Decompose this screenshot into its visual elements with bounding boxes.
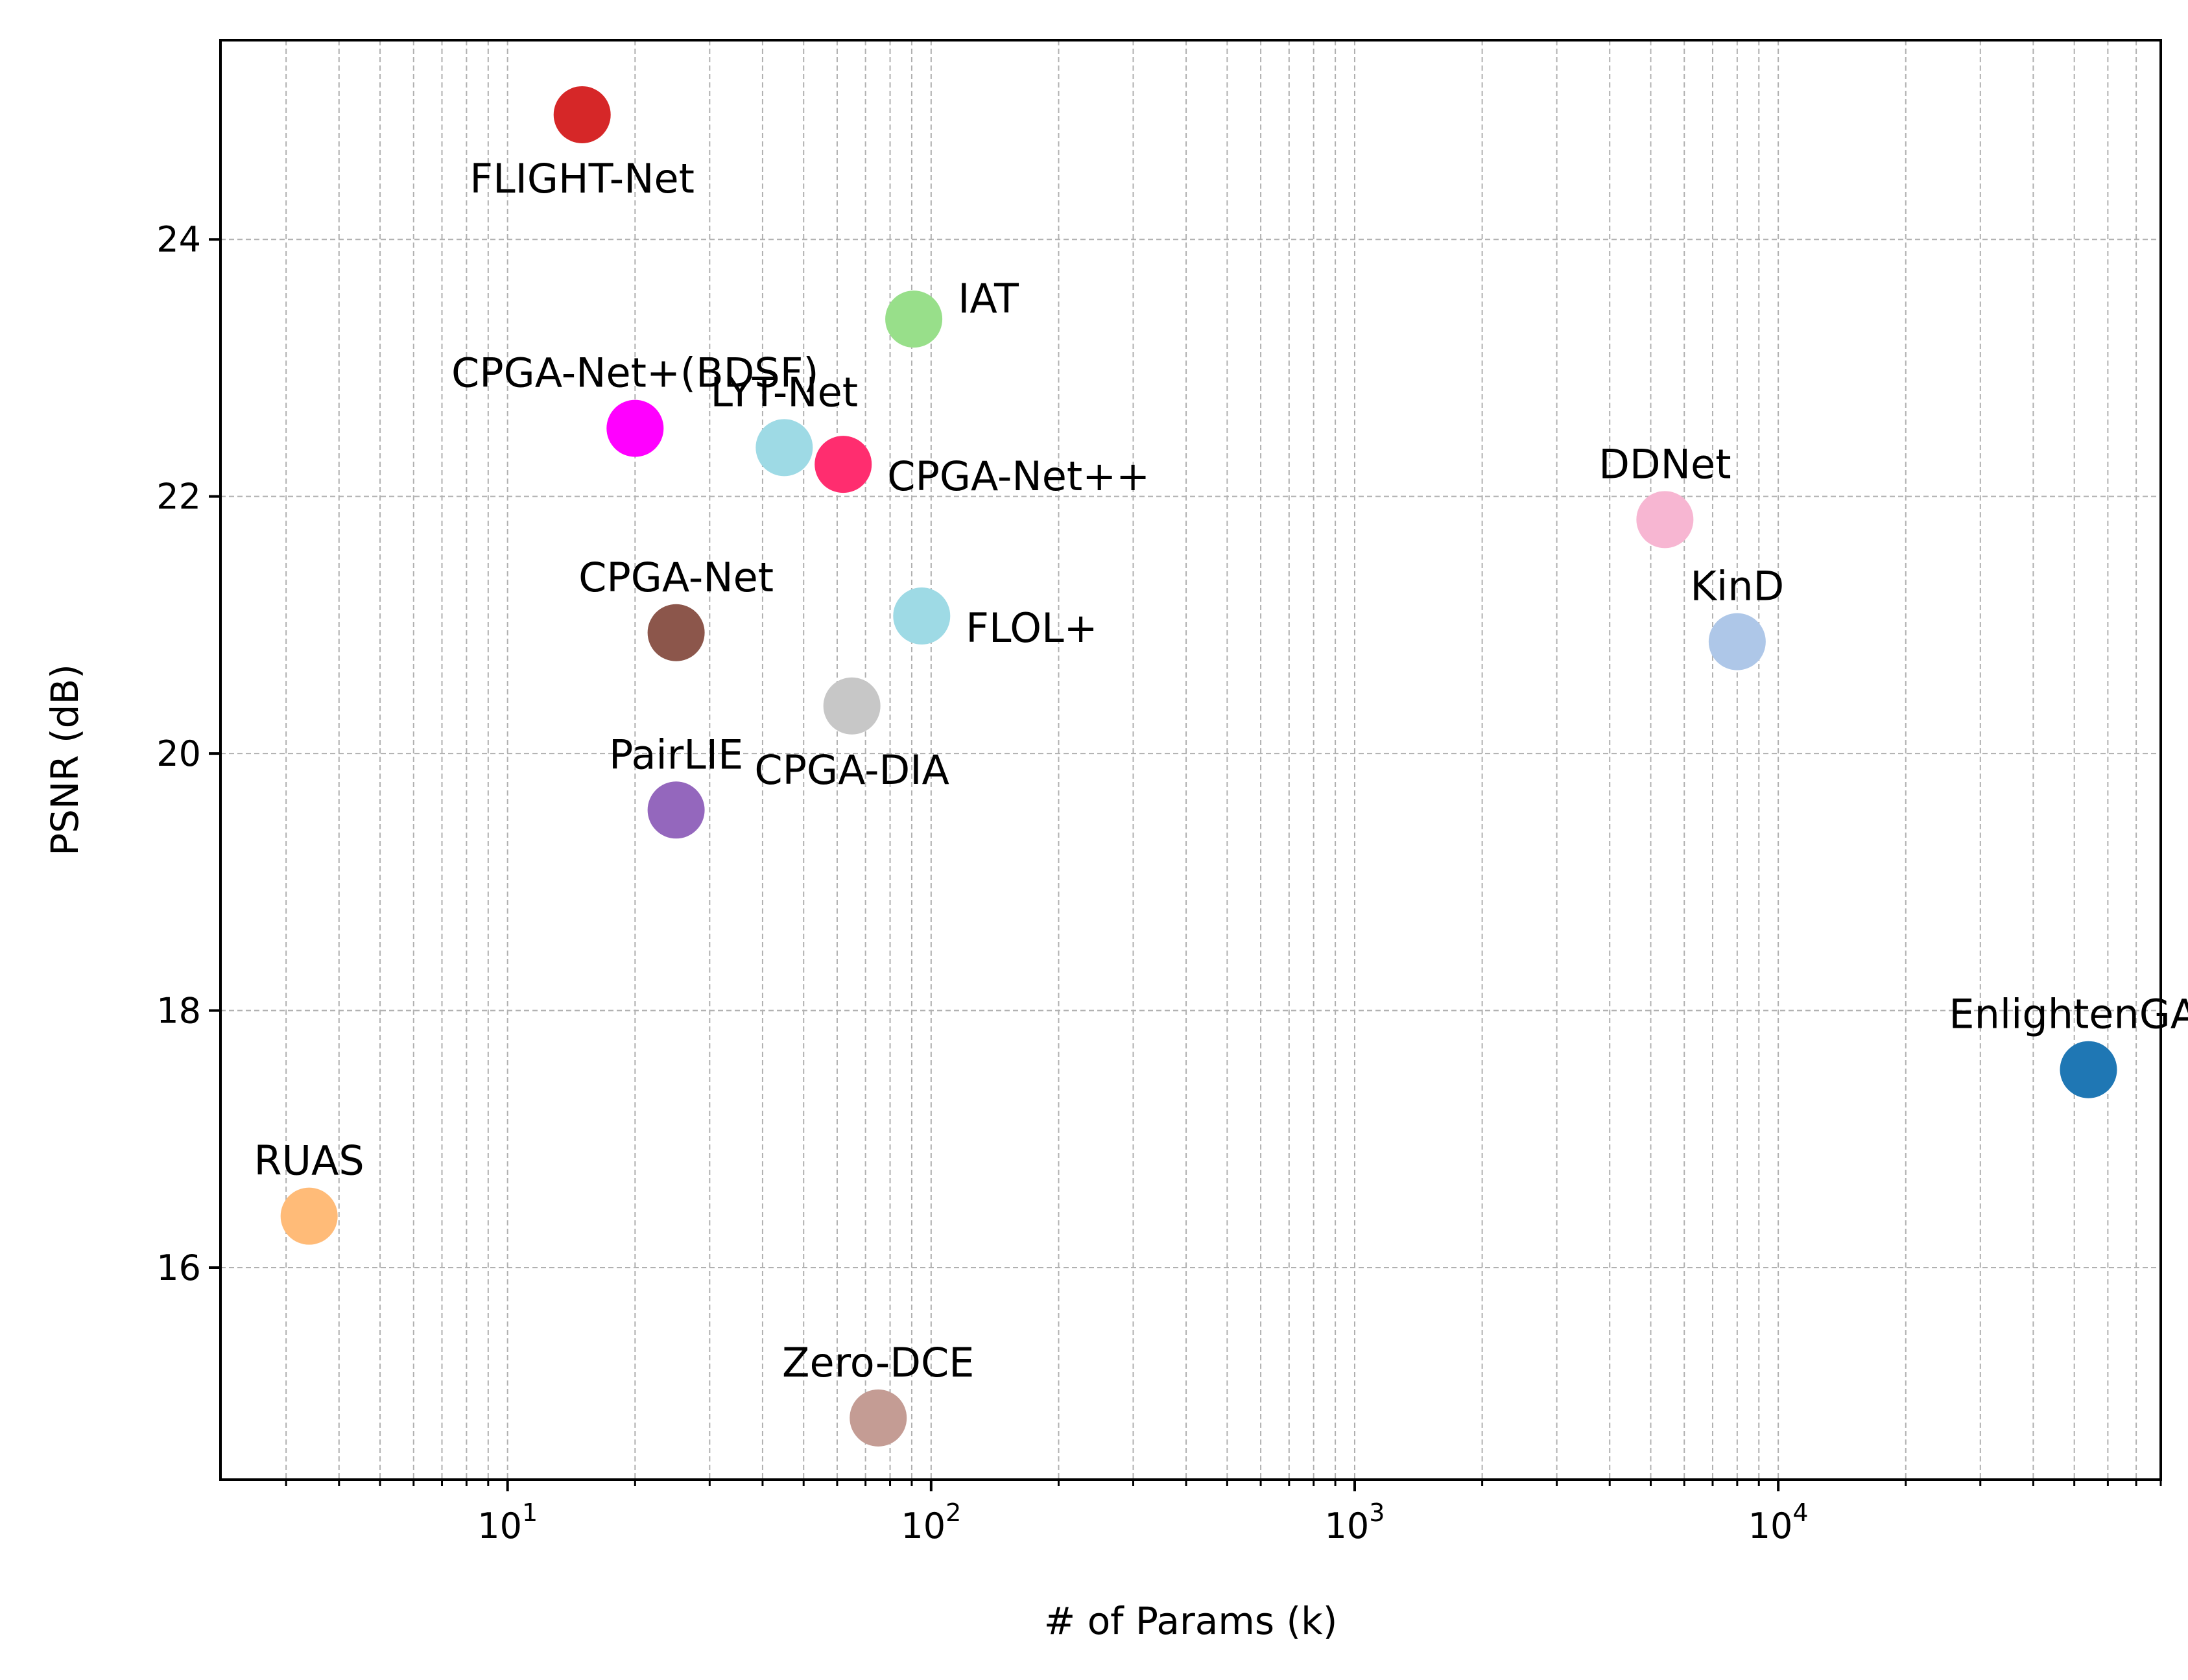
data-point: [1708, 613, 1766, 670]
x-tick-label: 103: [1325, 1498, 1385, 1546]
point-label: DDNet: [1599, 440, 1731, 488]
data-points: FLIGHT-Net IAT CPGA-Net+(BDSF)LYT-Net CPGA-…: [254, 86, 2188, 1447]
point-label: FLIGHT-Net: [470, 155, 695, 202]
point-label: KinD: [1690, 563, 1784, 610]
point-label: Zero-DCE: [782, 1339, 974, 1386]
y-tick-label: 24: [156, 219, 201, 260]
point-label: EnlightenGAN: [1949, 991, 2188, 1038]
x-tick-label: 104: [1748, 1498, 1809, 1546]
point-label: RUAS: [254, 1137, 364, 1185]
grid: [220, 40, 2161, 1480]
point-label: CPGA-Net++: [887, 453, 1150, 500]
point-label: FLOL+: [966, 604, 1097, 652]
point-label: IAT: [958, 275, 1019, 322]
point-label: CPGA-Net: [578, 554, 774, 601]
axis-ticks: 16 18 20 22 24 101 102 103 104: [156, 219, 2162, 1546]
data-point: [850, 1389, 907, 1447]
y-tick-label: 22: [156, 477, 201, 517]
y-tick-label: 20: [156, 733, 201, 774]
x-axis-label: # of Params (k): [1044, 1599, 1338, 1643]
data-point: [606, 399, 664, 457]
data-point: [647, 604, 705, 661]
point-label: CPGA-Net+(BDSF): [451, 349, 819, 397]
data-point: [2060, 1041, 2117, 1098]
data-point: [647, 781, 705, 839]
y-tick-label: 18: [156, 991, 201, 1032]
data-point: [280, 1187, 338, 1245]
point-label: PairLIE: [609, 731, 743, 778]
point-label: CPGA-DIA: [754, 746, 949, 794]
data-point: [755, 419, 813, 477]
x-tick-label: 101: [477, 1498, 538, 1546]
data-point: [893, 587, 951, 645]
plot-frame: [219, 39, 2162, 1481]
data-point: [815, 436, 872, 493]
data-point: [885, 290, 943, 348]
x-tick-label: 102: [901, 1498, 961, 1546]
y-tick-label: 16: [156, 1248, 201, 1288]
data-point: [1636, 491, 1694, 549]
y-axis-label: PSNR (dB): [43, 664, 87, 856]
data-point: [553, 86, 611, 143]
point-label: LYT-Net: [711, 368, 859, 416]
data-point: [823, 677, 881, 735]
